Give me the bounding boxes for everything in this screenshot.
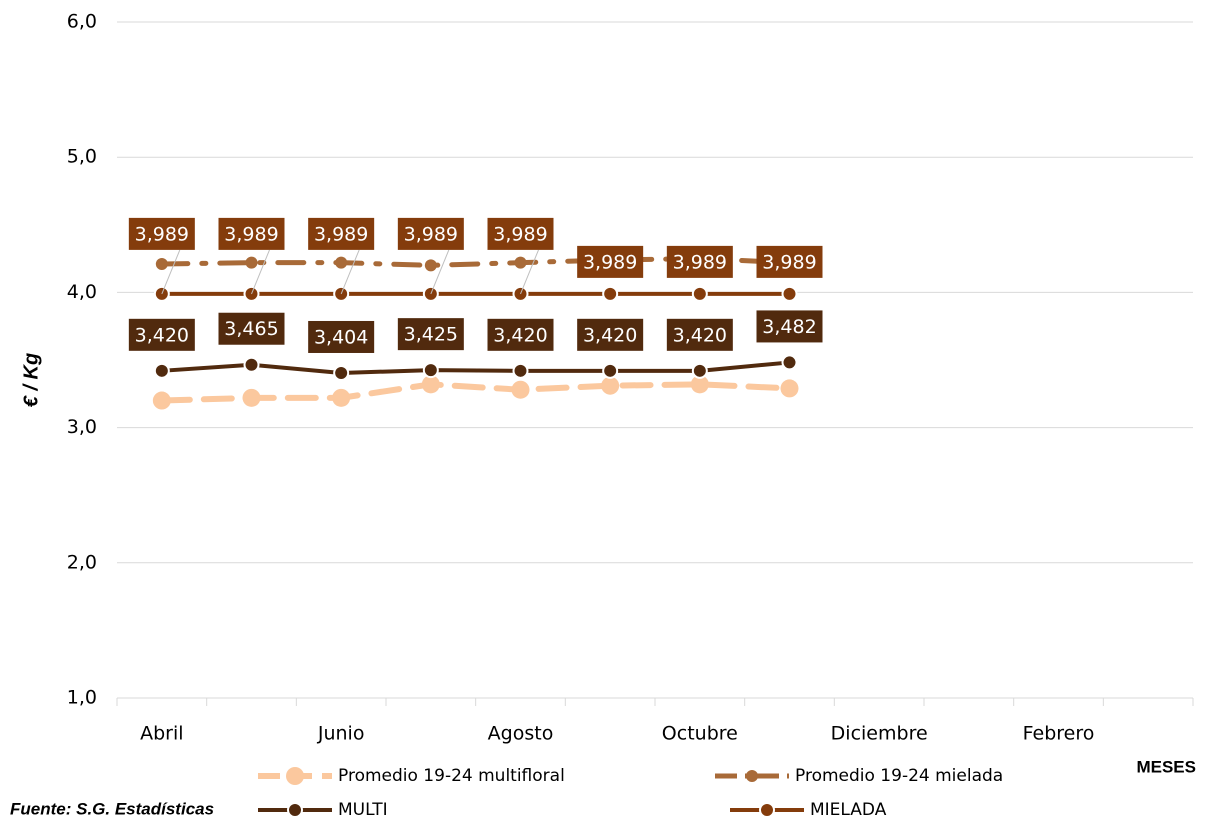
data-label: 3,465	[224, 318, 278, 340]
data-label-box	[308, 217, 375, 250]
data-label-box	[577, 245, 644, 278]
point	[245, 256, 258, 269]
series-line	[159, 360, 792, 375]
point	[335, 256, 348, 269]
x-tick-label: Octubre	[662, 723, 738, 745]
x-tick-label: Junio	[317, 723, 365, 745]
data-label: 3,420	[135, 324, 189, 346]
data-label: 3,420	[493, 324, 547, 346]
point	[422, 362, 439, 379]
point	[152, 391, 171, 410]
data-label: 3,989	[314, 223, 368, 245]
data-label: 3,989	[224, 223, 278, 245]
point	[690, 375, 709, 394]
series-line	[158, 381, 793, 404]
point	[601, 376, 620, 395]
y-tick-label: 2,0	[67, 551, 97, 573]
y-tick-label: 4,0	[67, 281, 97, 303]
data-label: 3,404	[314, 326, 368, 348]
y-axis-title: € / Kg	[20, 353, 42, 407]
leader-line	[161, 249, 181, 295]
x-tick-label: Febrero	[1023, 723, 1095, 745]
data-label-box	[397, 318, 464, 351]
x-axis-title: MESES	[1136, 757, 1196, 776]
point	[781, 354, 798, 371]
point	[421, 375, 440, 394]
data-label: 3,420	[583, 324, 637, 346]
y-tick-label: 1,0	[67, 687, 97, 709]
point	[691, 285, 708, 302]
point	[691, 362, 708, 379]
legend-item: MULTI	[258, 800, 388, 820]
legend-marker	[759, 802, 775, 818]
data-label-box	[218, 312, 285, 345]
point	[602, 362, 619, 379]
legend-item: MIELADA	[730, 800, 887, 820]
data-label-box	[128, 217, 195, 250]
point	[242, 388, 261, 407]
data-label: 3,989	[673, 251, 727, 273]
data-label-box	[218, 217, 285, 250]
data-label: 3,425	[404, 324, 458, 346]
point	[155, 258, 168, 271]
point	[781, 285, 798, 302]
data-label: 3,989	[493, 223, 547, 245]
x-tick-label: Abril	[140, 723, 183, 745]
leader-line	[520, 249, 539, 295]
x-tick-label: Diciembre	[831, 723, 928, 745]
data-label-box	[756, 245, 823, 278]
point	[512, 362, 529, 379]
point	[243, 356, 260, 373]
data-label: 3,989	[583, 251, 637, 273]
legend-label: MULTI	[338, 800, 388, 820]
point	[514, 256, 527, 269]
legend-label: Promedio 19-24 multifloral	[338, 766, 565, 786]
y-tick-label: 3,0	[67, 416, 97, 438]
leader-line	[430, 249, 450, 295]
y-tick-label: 6,0	[67, 11, 97, 33]
x-tick-label: Agosto	[488, 723, 554, 745]
legend-label: MIELADA	[810, 800, 887, 820]
data-label-box	[308, 320, 375, 353]
legend-item: Promedio 19-24 multifloral	[258, 766, 565, 786]
legend-marker	[287, 802, 303, 818]
leader-line	[340, 249, 360, 295]
source-note: Fuente: S.G. Estadísticas	[10, 799, 214, 818]
data-label-box	[487, 217, 554, 250]
data-label-box	[487, 318, 554, 351]
legend-item: Promedio 19-24 mielada	[715, 766, 1003, 786]
data-label: 3,989	[404, 223, 458, 245]
legend-marker	[746, 770, 758, 782]
point	[153, 362, 170, 379]
data-label: 3,989	[762, 251, 816, 273]
legend-marker	[286, 767, 304, 785]
legend-label: Promedio 19-24 mielada	[795, 766, 1003, 786]
data-label-box	[666, 318, 733, 351]
data-label: 3,482	[762, 316, 816, 338]
data-label: 3,989	[135, 223, 189, 245]
data-label-box	[666, 245, 733, 278]
point	[511, 380, 530, 399]
point	[332, 388, 351, 407]
data-label-box	[128, 318, 195, 351]
data-label-box	[756, 310, 823, 343]
data-label: 3,420	[673, 324, 727, 346]
data-label-box	[397, 217, 464, 250]
point	[333, 364, 350, 381]
point	[424, 259, 437, 272]
data-label-box	[577, 318, 644, 351]
point	[780, 379, 799, 398]
y-tick-label: 5,0	[67, 146, 97, 168]
point	[602, 285, 619, 302]
leader-line	[251, 249, 270, 295]
